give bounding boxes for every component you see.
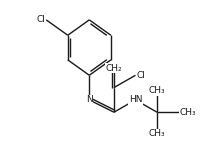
Text: CH₃: CH₃ bbox=[179, 108, 196, 117]
Text: Cl: Cl bbox=[37, 15, 45, 24]
Text: CH₃: CH₃ bbox=[149, 86, 165, 95]
Text: HN: HN bbox=[129, 95, 142, 104]
Text: CH₃: CH₃ bbox=[149, 129, 165, 138]
Text: CH₂: CH₂ bbox=[106, 64, 122, 73]
Text: N: N bbox=[86, 95, 93, 104]
Text: Cl: Cl bbox=[136, 71, 145, 80]
